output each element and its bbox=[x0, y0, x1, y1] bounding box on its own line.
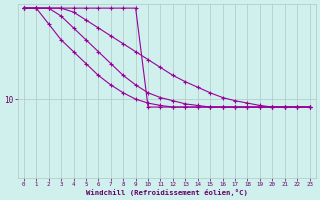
X-axis label: Windchill (Refroidissement éolien,°C): Windchill (Refroidissement éolien,°C) bbox=[86, 189, 248, 196]
